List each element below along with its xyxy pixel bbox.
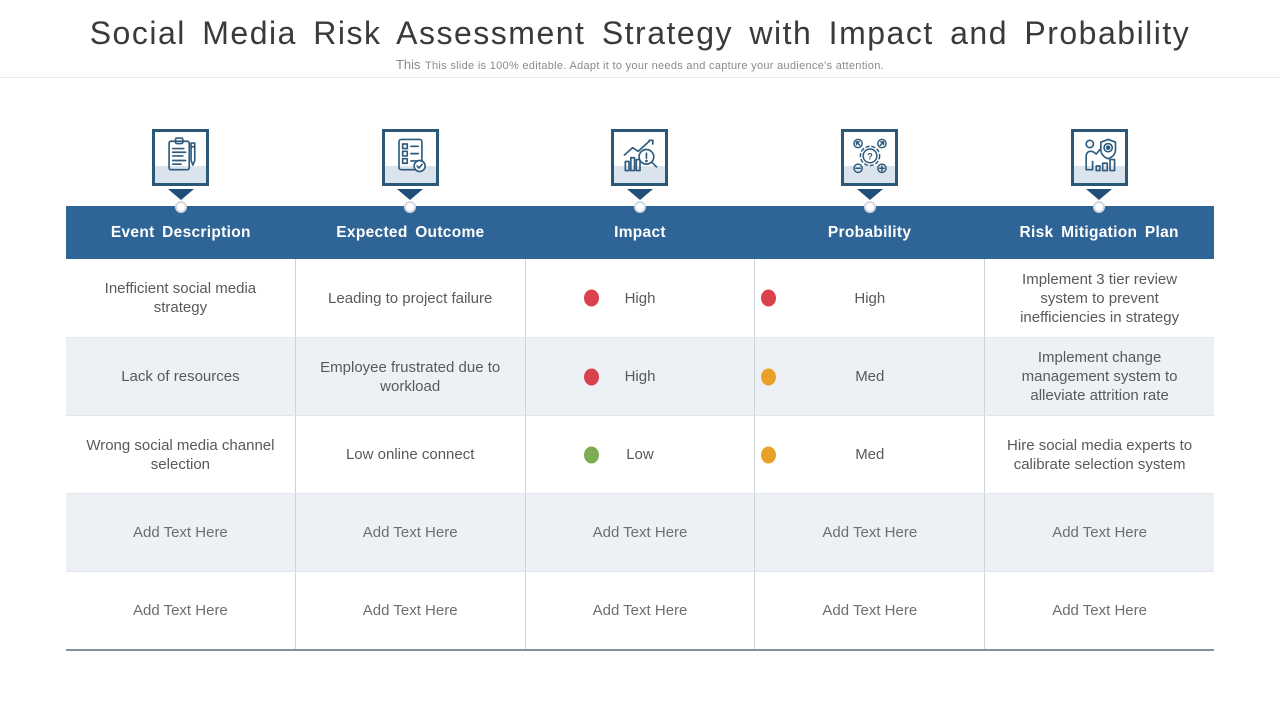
connector-dot (174, 201, 187, 213)
connector-dot (404, 201, 417, 213)
icon-box (381, 129, 439, 186)
cell-outcome: Employee frustrated due to workload (296, 338, 526, 415)
placeholder-cell[interactable]: Add Text Here (1052, 524, 1147, 541)
table-row: Inefficient social media strategy Leadin… (66, 259, 1214, 337)
probability-status-dot (761, 446, 777, 463)
arrow-down-icon (856, 189, 883, 200)
table-row: Lack of resources Employee frustrated du… (66, 337, 1214, 415)
placeholder-cell[interactable]: Add Text Here (526, 572, 756, 649)
page-title: Social Media Risk Assessment Strategy wi… (89, 15, 1191, 51)
placeholder-cell[interactable]: Add Text Here (66, 572, 296, 649)
icon-box: ? (841, 129, 899, 186)
slide-subtitle: This This slide is 100% editable. Adapt … (0, 56, 1280, 74)
cell-event: Lack of resources (66, 338, 296, 415)
table-row: Add Text Here Add Text Here Add Text Her… (66, 493, 1214, 571)
placeholder-cell[interactable]: Add Text Here (1052, 602, 1147, 619)
risk-table-area: ? (66, 129, 1214, 651)
arrow-down-icon (167, 189, 194, 200)
subtitle-rest: This slide is 100% editable. Adapt it to… (425, 60, 884, 72)
probability-status-dot (761, 368, 777, 385)
cell-plan: Implement 3 tier review system to preven… (1020, 270, 1180, 326)
impact-status-dot (583, 289, 599, 307)
column-header-expected-outcome: Expected Outcome (336, 223, 485, 241)
icon-box-band (844, 166, 896, 183)
column-header-probability: Probability (827, 223, 912, 241)
impact-label: Low (626, 446, 654, 463)
connector-dot (1093, 201, 1106, 213)
table-row: Add Text Here Add Text Here Add Text Her… (66, 571, 1214, 649)
gear-question-icon: ? (848, 133, 892, 182)
icon-box-band (155, 166, 207, 183)
icon-col-probability: ? (755, 129, 985, 213)
subtitle-lead: This (395, 57, 421, 72)
placeholder-cell[interactable]: Add Text Here (296, 494, 526, 571)
table-header-row: Event Description Expected Outcome Impac… (66, 206, 1214, 259)
cell-plan: Implement change management system to al… (1021, 349, 1178, 404)
icon-box (611, 129, 669, 186)
column-header-event-description: Event Description (110, 223, 251, 241)
connector-dot (863, 201, 876, 213)
risk-assessment-table: Event Description Expected Outcome Impac… (66, 206, 1214, 651)
cell-probability: Med (755, 338, 986, 415)
icon-box (152, 129, 210, 186)
column-header-impact: Impact (614, 223, 666, 241)
probability-label: High (854, 289, 886, 307)
placeholder-cell[interactable]: Add Text Here (755, 494, 986, 571)
arrow-down-icon (1086, 189, 1113, 200)
placeholder-cell[interactable]: Add Text Here (526, 494, 756, 571)
cell-impact: High (526, 259, 756, 337)
impact-status-dot (583, 446, 599, 463)
column-header-risk-mitigation-plan: Risk Mitigation Plan (1019, 223, 1179, 241)
icon-col-risk-mitigation-plan (984, 129, 1214, 213)
connector-dot (633, 201, 646, 213)
cell-outcome: Leading to project failure (296, 259, 526, 337)
cell-event: Inefficient social media strategy (66, 259, 296, 337)
svg-text:?: ? (867, 152, 873, 162)
cell-impact: Low (526, 416, 756, 493)
cell-probability: Med (755, 416, 986, 493)
table-row: Wrong social media channel selection Low… (66, 415, 1214, 493)
checklist-icon (388, 133, 432, 182)
arrow-down-icon (626, 189, 653, 200)
arrow-down-icon (397, 189, 424, 200)
clipboard-pen-icon (159, 133, 203, 182)
icon-col-event-description (66, 129, 296, 213)
chart-magnifier-icon (618, 133, 662, 182)
icon-col-expected-outcome (296, 129, 526, 213)
cell-impact: High (526, 338, 756, 415)
icon-box (1070, 129, 1128, 186)
cell-event: Wrong social media channel selection (66, 416, 296, 493)
cell-probability: High (755, 259, 986, 337)
probability-label: Med (855, 368, 885, 385)
cell-outcome: Low online connect (296, 416, 526, 493)
placeholder-cell[interactable]: Add Text Here (66, 494, 296, 571)
impact-label: High (624, 289, 656, 307)
probability-status-dot (761, 289, 777, 307)
person-shield-chart-icon (1077, 133, 1121, 182)
placeholder-cell[interactable]: Add Text Here (755, 572, 986, 649)
table-body: Inefficient social media strategy Leadin… (66, 259, 1214, 651)
icon-col-impact (525, 129, 755, 213)
probability-label: Med (855, 446, 885, 463)
impact-status-dot (583, 368, 599, 385)
cell-plan: Hire social media experts to calibrate s… (1007, 436, 1193, 473)
column-icons-row: ? (66, 129, 1214, 213)
placeholder-cell[interactable]: Add Text Here (296, 572, 526, 649)
slide-header: Social Media Risk Assessment Strategy wi… (0, 0, 1280, 78)
impact-label: High (624, 368, 656, 385)
